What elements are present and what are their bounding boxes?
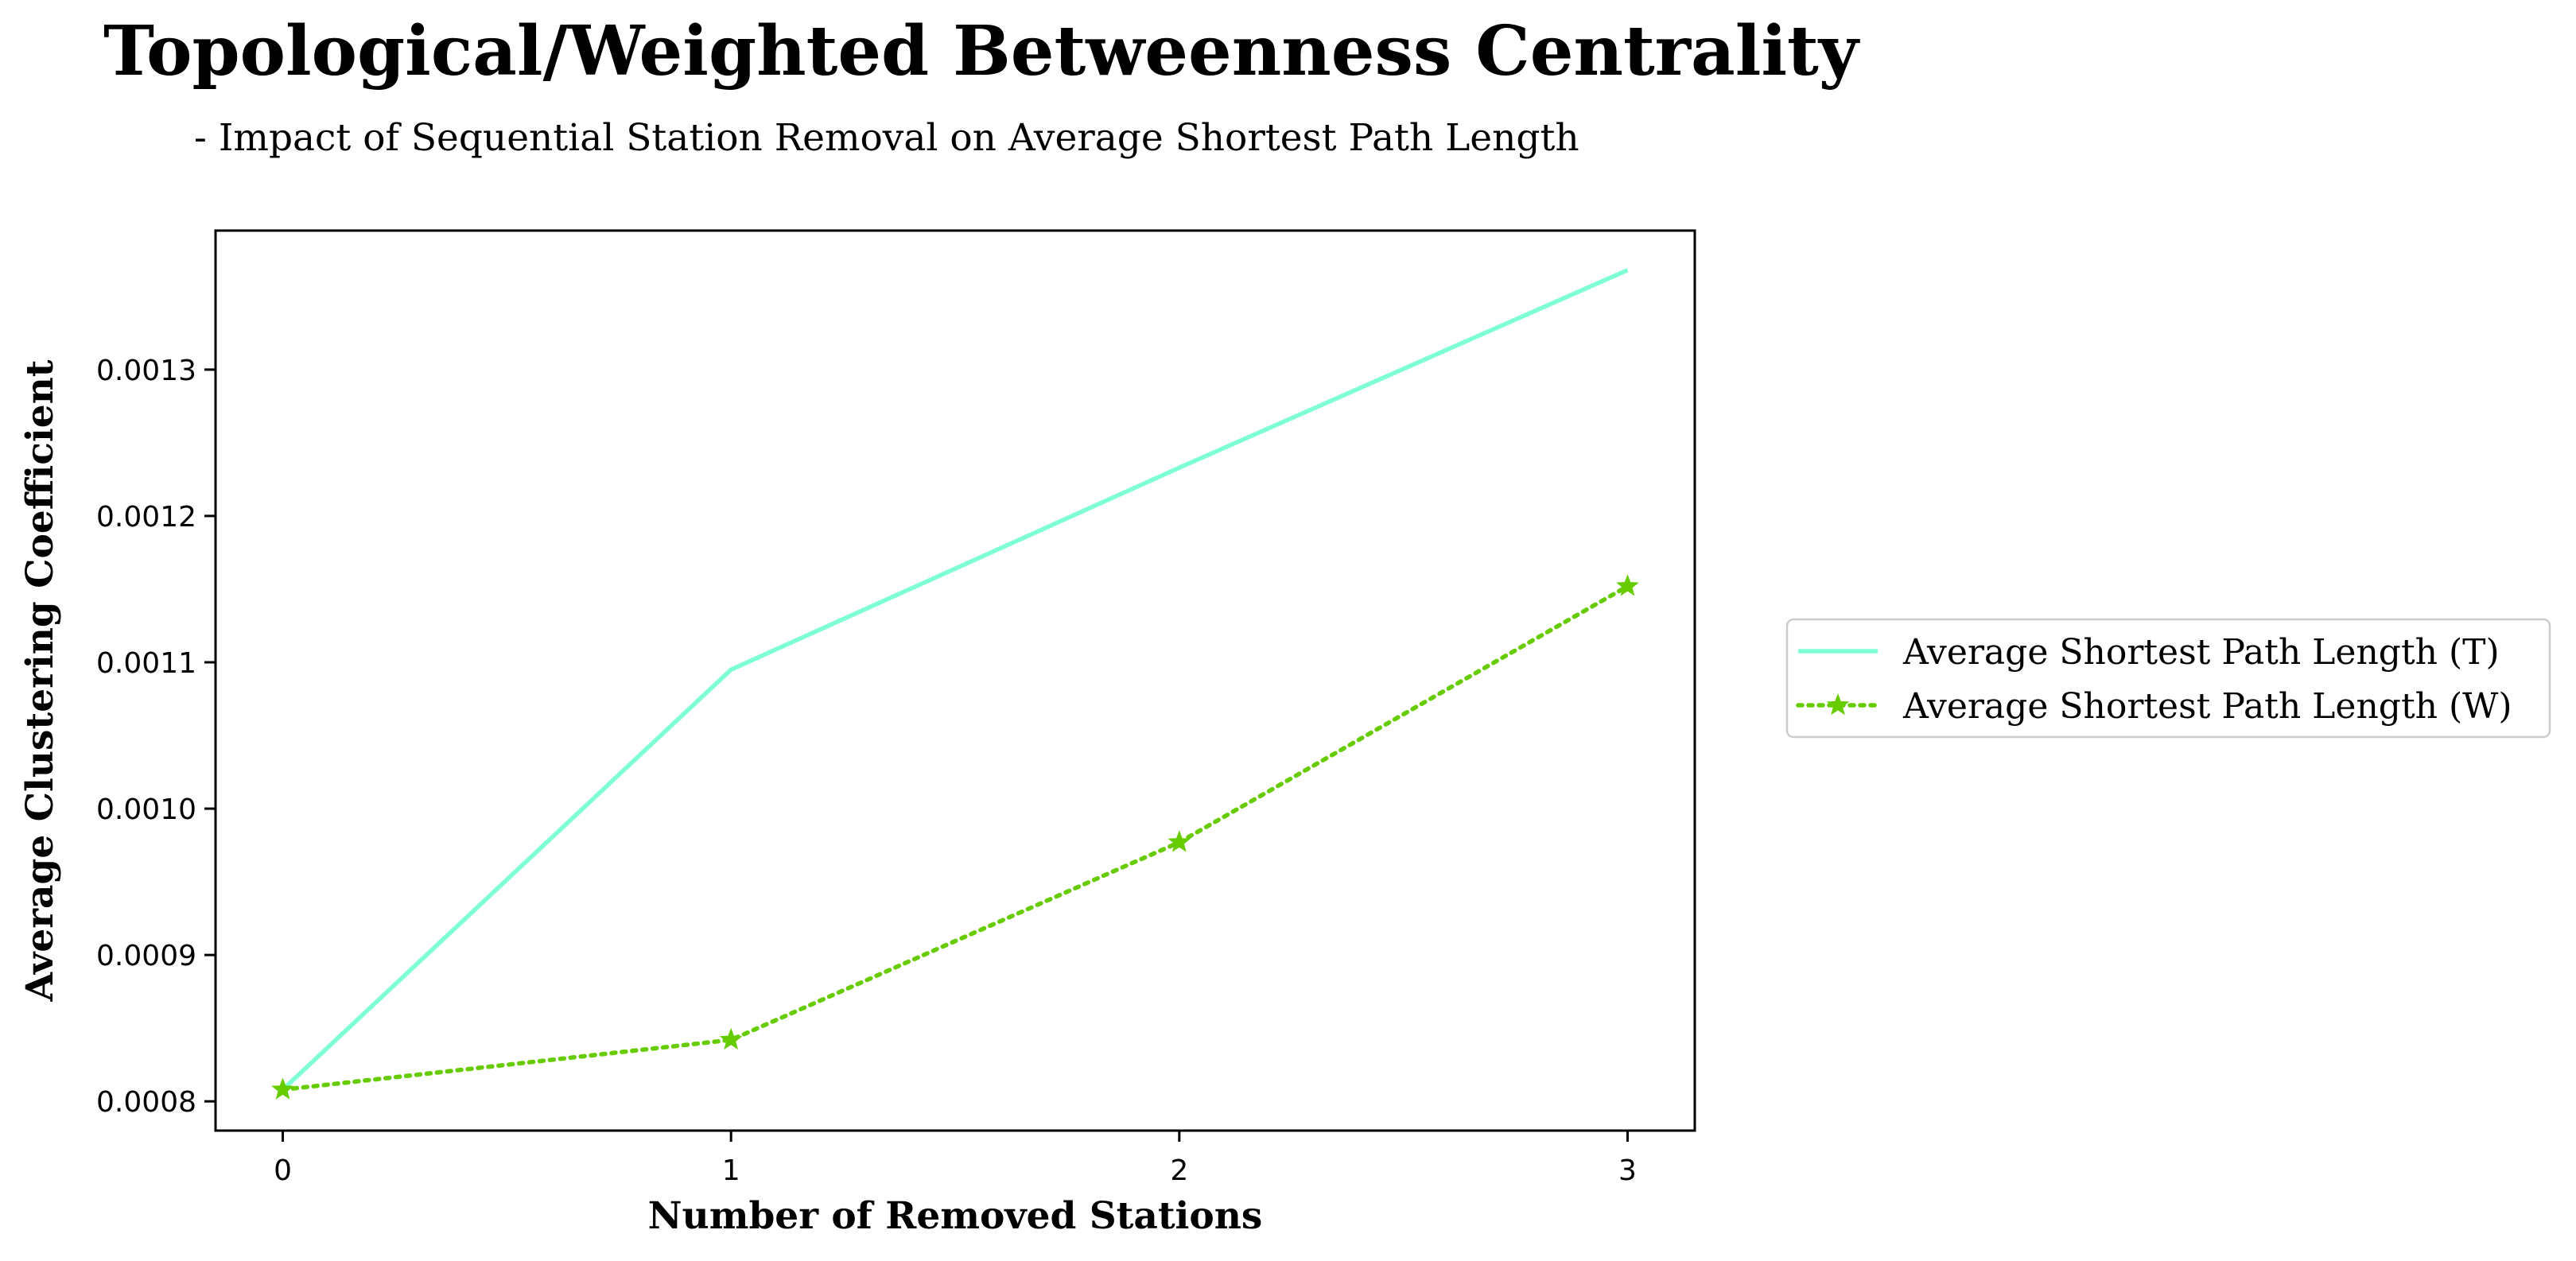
chart-title: Topological/Weighted Betweenness Central… [103,11,1859,91]
data-point [1616,574,1639,596]
y-tick-label: 0.0013 [96,355,196,387]
y-axis: 0.0008 0.0009 0.0010 0.0011 0.0012 0.0013 [96,355,216,1119]
series-line-1 [280,584,1630,1092]
legend: Average Shortest Path Length (T) Average … [1785,618,2551,739]
x-tick-label: 3 [1618,1154,1637,1187]
x-axis: 0 1 2 3 [274,1131,1637,1187]
x-axis-label: Number of Removed Stations [648,1194,1263,1238]
series-line-0 [281,268,1629,1092]
legend-label: Average Shortest Path Length (T) [1902,632,2500,673]
series-layer [271,268,1639,1100]
y-tick-label: 0.0011 [96,647,196,680]
legend-box [1785,618,2551,739]
chart-subtitle: - Impact of Sequential Station Removal o… [194,116,1579,160]
data-point [271,1077,294,1100]
x-tick-label: 2 [1170,1154,1188,1187]
y-axis-label: Average Clustering Coefficient [18,359,62,1002]
data-point [719,1027,743,1050]
y-tick-label: 0.0010 [96,793,196,826]
y-tick-label: 0.0008 [96,1086,196,1119]
data-point [1168,830,1191,852]
legend-label: Average Shortest Path Length (W) [1902,686,2512,727]
legend-marker [1826,693,1850,716]
y-tick-label: 0.0012 [96,501,196,534]
plot-area [214,229,1696,1132]
x-tick-label: 0 [274,1154,292,1187]
x-tick-label: 1 [722,1154,740,1187]
y-tick-label: 0.0009 [96,940,196,972]
